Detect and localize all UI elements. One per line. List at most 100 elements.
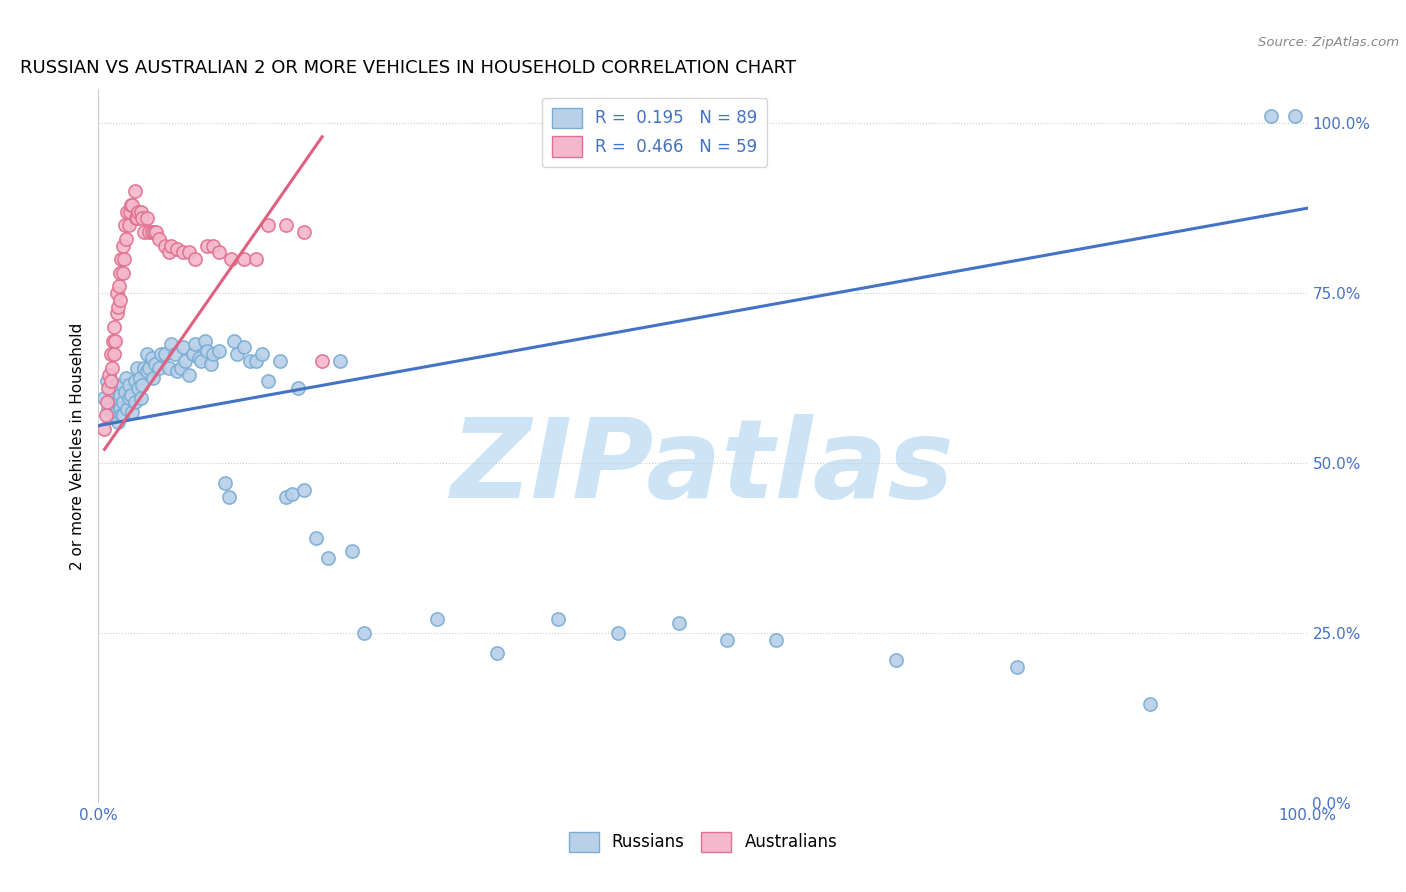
Point xyxy=(105,306,128,320)
Point xyxy=(111,409,134,423)
Point xyxy=(111,377,134,392)
Point xyxy=(131,211,153,226)
Point xyxy=(93,392,115,406)
Point xyxy=(125,211,148,226)
Point xyxy=(114,218,136,232)
Point xyxy=(124,184,146,198)
Point xyxy=(202,238,225,252)
Point xyxy=(174,354,197,368)
Point xyxy=(342,544,364,558)
Point xyxy=(157,360,180,375)
Point xyxy=(148,232,170,246)
Point xyxy=(1007,660,1029,674)
Point xyxy=(166,364,188,378)
Point xyxy=(138,225,160,239)
Point xyxy=(107,300,129,314)
Legend: Russians, Australians: Russians, Australians xyxy=(562,825,844,859)
Point xyxy=(115,371,138,385)
Point xyxy=(1139,698,1161,712)
Point xyxy=(138,360,160,375)
Point xyxy=(153,347,176,361)
Point xyxy=(765,632,787,647)
Point xyxy=(329,354,352,368)
Point xyxy=(1284,109,1306,123)
Point xyxy=(100,360,122,375)
Point xyxy=(129,392,152,406)
Point xyxy=(127,360,149,375)
Point xyxy=(316,551,339,566)
Point xyxy=(117,204,139,219)
Point xyxy=(150,347,173,361)
Point xyxy=(128,371,150,385)
Point xyxy=(222,334,245,348)
Point xyxy=(101,334,124,348)
Text: ZIPatlas: ZIPatlas xyxy=(451,414,955,521)
Point xyxy=(232,252,254,266)
Point xyxy=(100,375,122,389)
Point xyxy=(141,225,163,239)
Point xyxy=(145,225,167,239)
Point xyxy=(112,252,135,266)
Point xyxy=(208,245,231,260)
Point xyxy=(172,245,194,260)
Point xyxy=(107,415,129,429)
Point xyxy=(245,252,267,266)
Point xyxy=(118,204,141,219)
Point xyxy=(311,354,333,368)
Point xyxy=(135,211,157,226)
Point xyxy=(108,266,131,280)
Point xyxy=(160,238,183,252)
Point xyxy=(108,279,131,293)
Point xyxy=(281,486,304,500)
Point xyxy=(121,198,143,212)
Point xyxy=(118,377,141,392)
Point xyxy=(245,354,267,368)
Point xyxy=(195,343,218,358)
Point xyxy=(110,252,132,266)
Point xyxy=(101,388,124,402)
Point xyxy=(1260,109,1282,123)
Point xyxy=(172,341,194,355)
Point xyxy=(135,364,157,378)
Point xyxy=(269,354,291,368)
Point xyxy=(134,360,156,375)
Point xyxy=(179,245,201,260)
Text: Source: ZipAtlas.com: Source: ZipAtlas.com xyxy=(1258,36,1399,49)
Point xyxy=(153,238,176,252)
Point xyxy=(129,204,152,219)
Point xyxy=(118,392,141,406)
Point xyxy=(143,225,166,239)
Point xyxy=(124,375,146,389)
Point xyxy=(187,351,209,365)
Point xyxy=(274,218,297,232)
Point xyxy=(111,266,134,280)
Point xyxy=(194,334,217,348)
Point xyxy=(214,476,236,491)
Point xyxy=(157,245,180,260)
Point xyxy=(118,218,141,232)
Point xyxy=(103,347,125,361)
Point xyxy=(716,632,738,647)
Point xyxy=(93,422,115,436)
Point xyxy=(486,646,509,660)
Point xyxy=(134,225,156,239)
Point xyxy=(232,341,254,355)
Point xyxy=(426,612,449,626)
Point xyxy=(98,368,121,382)
Point xyxy=(127,381,149,395)
Point xyxy=(104,334,127,348)
Point xyxy=(107,381,129,395)
Point xyxy=(105,377,128,392)
Y-axis label: 2 or more Vehicles in Household: 2 or more Vehicles in Household xyxy=(70,322,86,570)
Point xyxy=(127,204,149,219)
Point xyxy=(100,401,122,416)
Point xyxy=(111,238,134,252)
Point xyxy=(111,394,134,409)
Point xyxy=(208,343,231,358)
Point xyxy=(110,409,132,423)
Point xyxy=(292,483,315,498)
Point xyxy=(163,347,186,361)
Point xyxy=(256,218,278,232)
Point xyxy=(103,409,125,423)
Point xyxy=(547,612,569,626)
